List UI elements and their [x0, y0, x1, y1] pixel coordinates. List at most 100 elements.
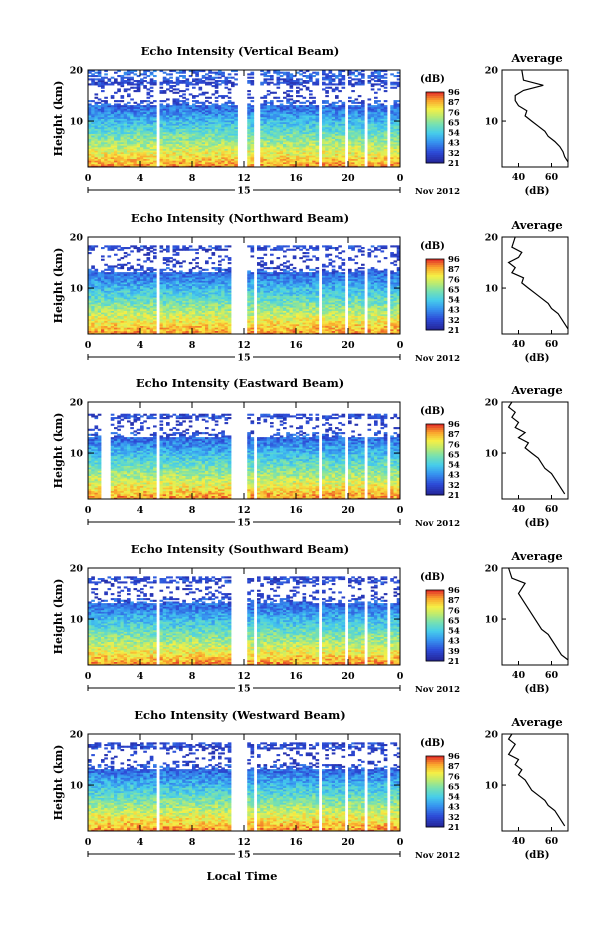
heatmap-cell: [91, 105, 95, 107]
heatmap-cell: [260, 97, 264, 99]
heatmap-cell: [270, 92, 274, 94]
heatmap-cell: [228, 97, 232, 99]
heatmap-cell: [121, 264, 125, 266]
heatmap-cell: [303, 97, 307, 99]
heatmap-cell: [108, 103, 112, 105]
heatmap-cell: [108, 83, 112, 85]
heatmap-cell: [267, 82, 271, 84]
heatmap-cell: [91, 265, 95, 267]
heatmap-cell: [195, 100, 199, 102]
heatmap-cell: [127, 102, 131, 104]
heatmap-cell: [355, 75, 359, 77]
heatmap-cell: [127, 262, 131, 264]
heatmap-cell: [130, 77, 134, 79]
heatmap-cell: [130, 272, 134, 274]
heatmap-cell: [111, 265, 115, 267]
heatmap-cell: [95, 97, 99, 99]
heatmap-cell: [351, 100, 355, 102]
heatmap-cell: [264, 72, 268, 74]
heatmap-cell: [153, 100, 157, 102]
y-tick-label: 20: [70, 66, 84, 77]
heatmap-cell: [234, 83, 238, 85]
heatmap-cell: [338, 90, 342, 92]
heatmap-cell: [98, 102, 102, 104]
heatmap-cell: [147, 103, 151, 105]
heatmap-cell: [117, 100, 121, 102]
heatmap-cell: [270, 100, 274, 102]
heatmap-cell: [192, 78, 196, 80]
heatmap-cell: [251, 100, 255, 102]
heatmap-cell: [286, 72, 290, 74]
heatmap-cell: [316, 105, 320, 107]
heatmap-cell: [260, 103, 264, 105]
heatmap-cell: [91, 78, 95, 80]
heatmap-cell: [283, 78, 287, 80]
heatmap-cell: [124, 247, 128, 249]
heatmap-cell: [192, 103, 196, 105]
heatmap-cell: [299, 102, 303, 104]
heatmap-cell: [134, 87, 138, 89]
heatmap-cell: [140, 78, 144, 80]
heatmap-cell: [127, 105, 131, 107]
heatmap-cell: [322, 82, 326, 84]
heatmap-cell: [267, 75, 271, 77]
heatmap-cell: [91, 100, 95, 102]
heatmap-cell: [325, 90, 329, 92]
heatmap-cell: [296, 105, 300, 107]
heatmap-cell: [143, 105, 147, 107]
heatmap-cell: [163, 272, 167, 274]
heatmap-cell: [234, 105, 238, 107]
heatmap-cell: [325, 87, 329, 89]
heatmap-cell: [212, 82, 216, 84]
heatmap-cell: [114, 100, 118, 102]
heatmap-cell: [88, 75, 92, 77]
heatmap-cell: [121, 272, 125, 274]
heatmap-cell: [150, 245, 154, 247]
heatmap-cell: [169, 90, 173, 92]
heatmap-cell: [163, 262, 167, 264]
heatmap-cell: [127, 272, 131, 274]
heatmap-cell: [342, 87, 346, 89]
heatmap-cell: [277, 97, 281, 99]
heatmap-cell: [108, 255, 112, 257]
heatmap-cell: [95, 72, 99, 74]
heatmap-cell: [251, 77, 255, 79]
heatmap-cell: [202, 75, 206, 77]
heatmap-cell: [124, 272, 128, 274]
heatmap-cell: [160, 103, 164, 105]
heatmap-cell: [111, 95, 115, 97]
x-tick-label: 16: [289, 173, 303, 184]
chart-title: Echo Intensity (Vertical Beam): [141, 44, 340, 58]
heatmap-cell: [150, 250, 154, 252]
heatmap-cell: [121, 95, 125, 97]
heatmap-cell: [104, 100, 108, 102]
heatmap-cell: [147, 97, 151, 99]
heatmap-cell: [205, 100, 209, 102]
heatmap-cell: [153, 80, 157, 82]
heatmap-cell: [134, 245, 138, 247]
heatmap-cell: [371, 78, 375, 80]
heatmap-cell: [182, 97, 186, 99]
heatmap-cell: [212, 72, 216, 74]
heatmap-cell: [95, 75, 99, 77]
heatmap-cell: [143, 85, 147, 87]
heatmap-cell: [143, 270, 147, 272]
heatmap-cell: [189, 93, 193, 95]
heatmap-cell: [160, 100, 164, 102]
heatmap-cell: [215, 90, 219, 92]
heatmap-cell: [163, 100, 167, 102]
heatmap-cell: [299, 73, 303, 75]
heatmap-cell: [202, 80, 206, 82]
heatmap-cell: [351, 83, 355, 85]
heatmap-cell: [150, 260, 154, 262]
heatmap-cell: [303, 80, 307, 82]
heatmap-cell: [173, 82, 177, 84]
heatmap-cell: [195, 105, 199, 107]
heatmap-cell: [153, 252, 157, 254]
heatmap-cell: [267, 105, 271, 107]
heatmap-cell: [286, 105, 290, 107]
heatmap-cell: [384, 90, 388, 92]
heatmap-cell: [147, 247, 151, 249]
heatmap-cell: [273, 105, 277, 107]
heatmap: [88, 70, 400, 167]
